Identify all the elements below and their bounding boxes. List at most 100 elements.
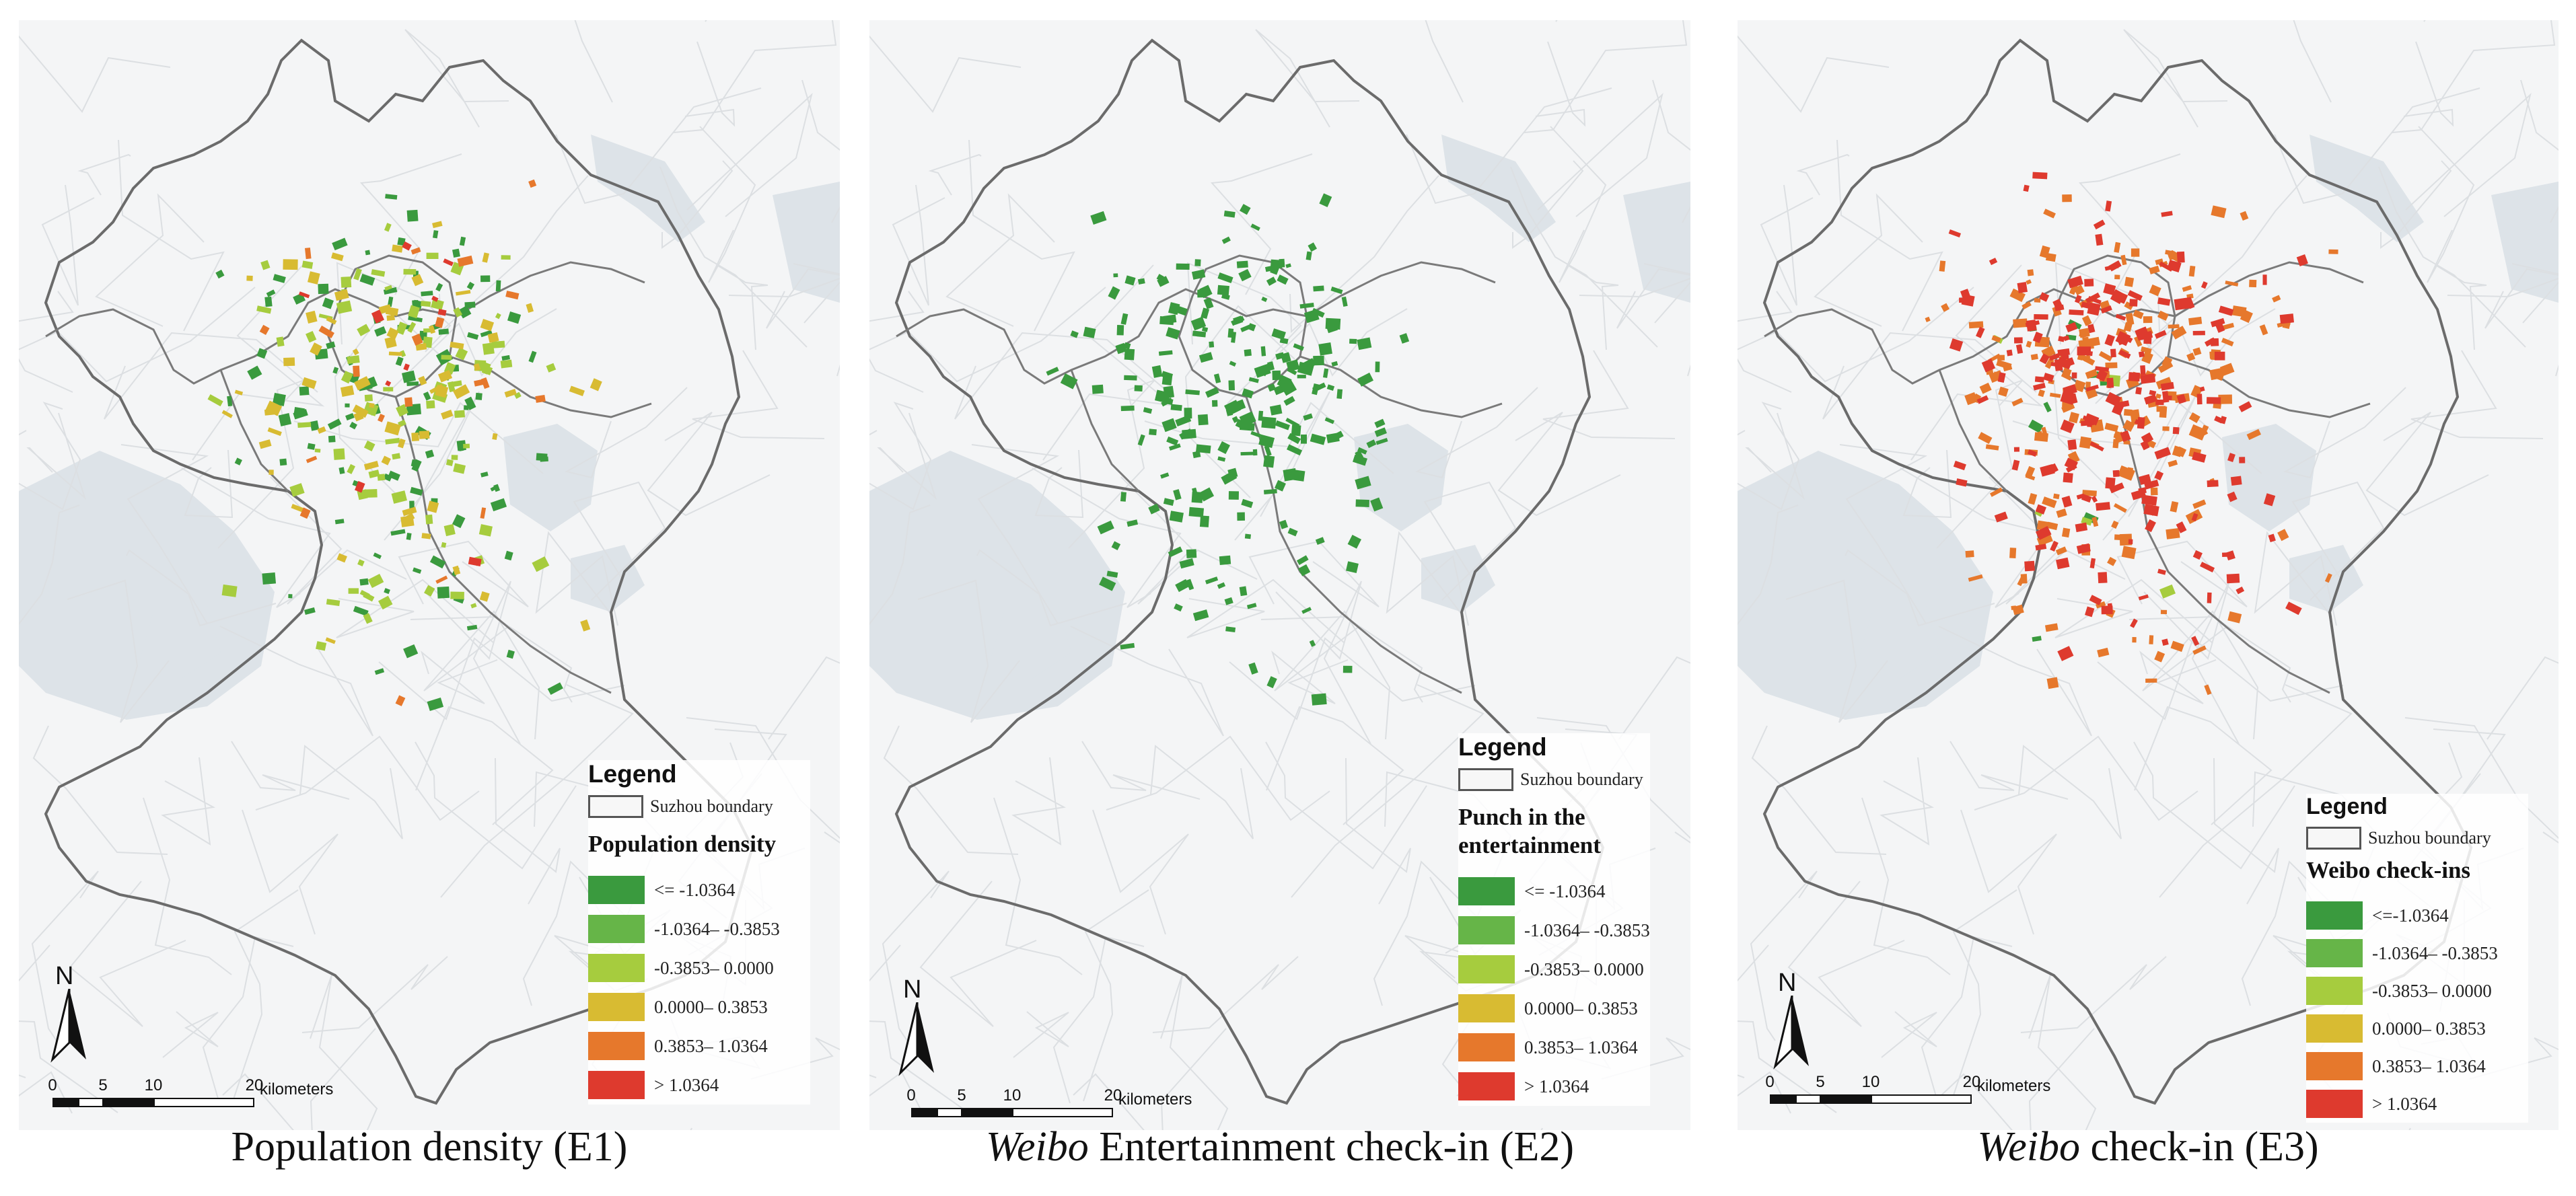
data-patch (336, 553, 347, 563)
data-patch (466, 624, 478, 631)
data-patch (1968, 321, 1984, 329)
data-patch (1353, 454, 1367, 466)
data-patch (1985, 444, 1999, 451)
data-patch (2115, 313, 2126, 321)
road-line (2486, 656, 2559, 740)
road-line (968, 139, 1075, 332)
road-line (647, 412, 771, 517)
road-line (692, 350, 825, 439)
data-patch (1168, 546, 1183, 558)
road-line (376, 308, 557, 404)
data-patch (1345, 561, 1359, 574)
road-line (202, 936, 294, 1104)
road-line (1910, 264, 2044, 461)
road-line (1081, 741, 1201, 800)
data-patch (1179, 558, 1194, 569)
road-line (1234, 391, 1330, 541)
road-line (1738, 35, 1890, 113)
data-patch (1124, 375, 1137, 381)
data-patch (452, 384, 470, 400)
data-patch (2028, 419, 2044, 433)
road-line (334, 305, 445, 498)
road-line (118, 139, 225, 332)
data-patch (495, 313, 501, 320)
data-patch (328, 435, 336, 443)
data-patch (2140, 440, 2150, 451)
data-patch (2013, 337, 2023, 344)
legend-class-row: -1.0364– -0.3853 (2306, 934, 2528, 972)
data-patch (2104, 264, 2119, 271)
road-line (869, 287, 1106, 383)
data-patch (2044, 623, 2059, 632)
data-patch (2215, 322, 2225, 333)
boundary-swatch (2306, 827, 2361, 850)
road-line (217, 379, 305, 549)
boundary-swatch (1458, 768, 1513, 791)
legend-e3: Legend Suzhou boundary Weibo check-ins <… (2306, 794, 2528, 1123)
road-line (2159, 684, 2353, 898)
data-patch (303, 607, 316, 615)
data-patch (2069, 283, 2078, 295)
data-patch (1236, 260, 1248, 268)
road-line (2020, 956, 2167, 1033)
data-patch (450, 341, 464, 350)
data-patch (368, 470, 380, 478)
data-patch (1212, 400, 1218, 407)
data-patch (2162, 426, 2170, 431)
data-patch (2061, 527, 2071, 538)
data-patch (2126, 467, 2134, 479)
road-line (2293, 20, 2332, 103)
data-patch (2071, 372, 2077, 379)
data-patch (384, 223, 392, 232)
legend-class-row: <=-1.0364 (2306, 897, 2528, 934)
data-patch (2109, 482, 2124, 494)
data-patch (1170, 404, 1182, 411)
road-line (1068, 379, 1155, 549)
data-patch (1961, 294, 1975, 307)
data-patch (2104, 422, 2119, 433)
data-patch (2069, 393, 2078, 404)
data-patch (2219, 363, 2235, 377)
data-patch (2084, 413, 2100, 426)
road-line (1083, 889, 1149, 1102)
data-patch (369, 402, 375, 408)
data-patch (1191, 491, 1203, 503)
road-line (1814, 193, 1923, 327)
data-patch (1209, 341, 1215, 348)
data-patch (501, 354, 511, 361)
road-line (1938, 626, 2092, 737)
data-patch (2157, 568, 2166, 575)
data-patch (2087, 302, 2101, 316)
data-patch (345, 412, 355, 421)
data-patch (402, 507, 417, 517)
data-patch (207, 394, 223, 407)
data-patch (1083, 326, 1096, 338)
data-patch (378, 595, 393, 610)
data-patch (435, 317, 445, 328)
data-patch (2188, 424, 2207, 441)
data-patch (589, 378, 602, 391)
data-patch (373, 552, 382, 560)
road-line (684, 41, 736, 127)
data-patch (487, 332, 499, 343)
road-line (1510, 166, 1658, 348)
data-patch (2133, 309, 2144, 320)
legend-swatch (2306, 1052, 2363, 1080)
legend-boundary-row: Suzhou boundary (588, 795, 810, 818)
legend-swatch (2306, 1090, 2363, 1118)
road-line (1265, 741, 1427, 870)
legend-class-row: <= -1.0364 (1458, 872, 1650, 911)
data-patch (429, 555, 446, 569)
data-patch (441, 541, 447, 548)
data-patch (299, 507, 311, 519)
scale-tick: 0 (48, 1076, 57, 1094)
road-line (1936, 379, 2024, 549)
data-patch (2043, 373, 2054, 383)
data-patch (2127, 290, 2143, 301)
data-patch (353, 605, 369, 616)
data-patch (2114, 241, 2121, 253)
caption-italic: Weibo (1977, 1124, 2081, 1170)
data-patch (1347, 535, 1362, 549)
data-patch (1197, 414, 1209, 426)
road-line (1579, 277, 1690, 324)
